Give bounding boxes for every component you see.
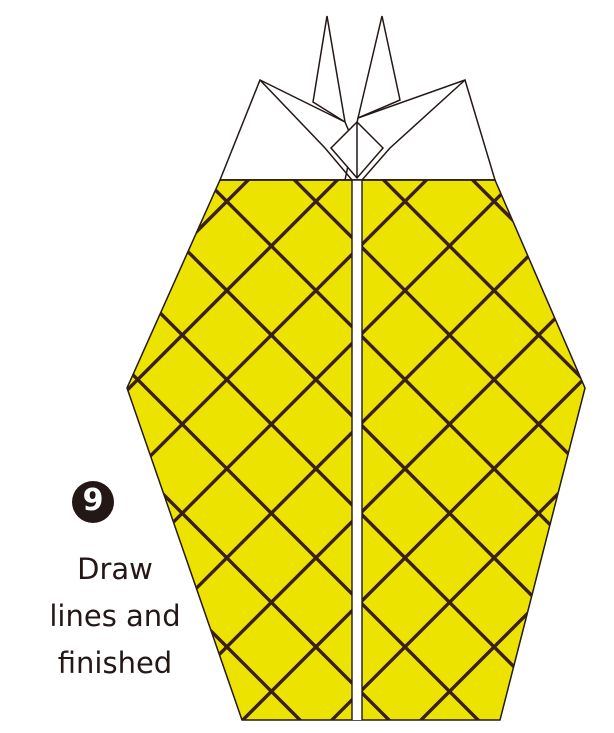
crosshatch-line-ascending	[127, 180, 389, 720]
right-spike	[356, 15, 401, 120]
pineapple-leaves	[218, 15, 497, 181]
crosshatch-line-descending	[332, 180, 585, 720]
crosshatch-line-descending	[127, 180, 530, 720]
step-instruction: Draw lines and finished	[30, 546, 200, 687]
left-spike	[312, 15, 347, 124]
leaf-crease-left	[259, 79, 353, 181]
step-number: 9	[82, 483, 104, 518]
crosshatch-line-ascending	[127, 180, 567, 720]
crosshatch-line-descending	[243, 180, 585, 720]
crosshatch-line-ascending	[127, 180, 478, 720]
instruction-line-2: lines and	[49, 599, 181, 633]
crosshatch-line-descending	[154, 180, 585, 720]
crosshatch-line-descending	[127, 180, 585, 720]
crosshatch-line-descending	[127, 180, 441, 720]
instruction-line-1: Draw	[77, 552, 153, 586]
crosshatch-line-descending	[127, 180, 352, 720]
leaf-crease-right	[361, 79, 466, 181]
crosshatch-line-ascending	[280, 180, 585, 720]
step-number-badge: 9	[72, 481, 114, 523]
center-gap	[352, 180, 362, 720]
crosshatch-line-descending	[601, 130, 614, 733]
instruction-line-3: finished	[57, 646, 173, 680]
crosshatch-line-ascending	[369, 180, 585, 720]
crosshatch-line-ascending	[191, 180, 585, 720]
